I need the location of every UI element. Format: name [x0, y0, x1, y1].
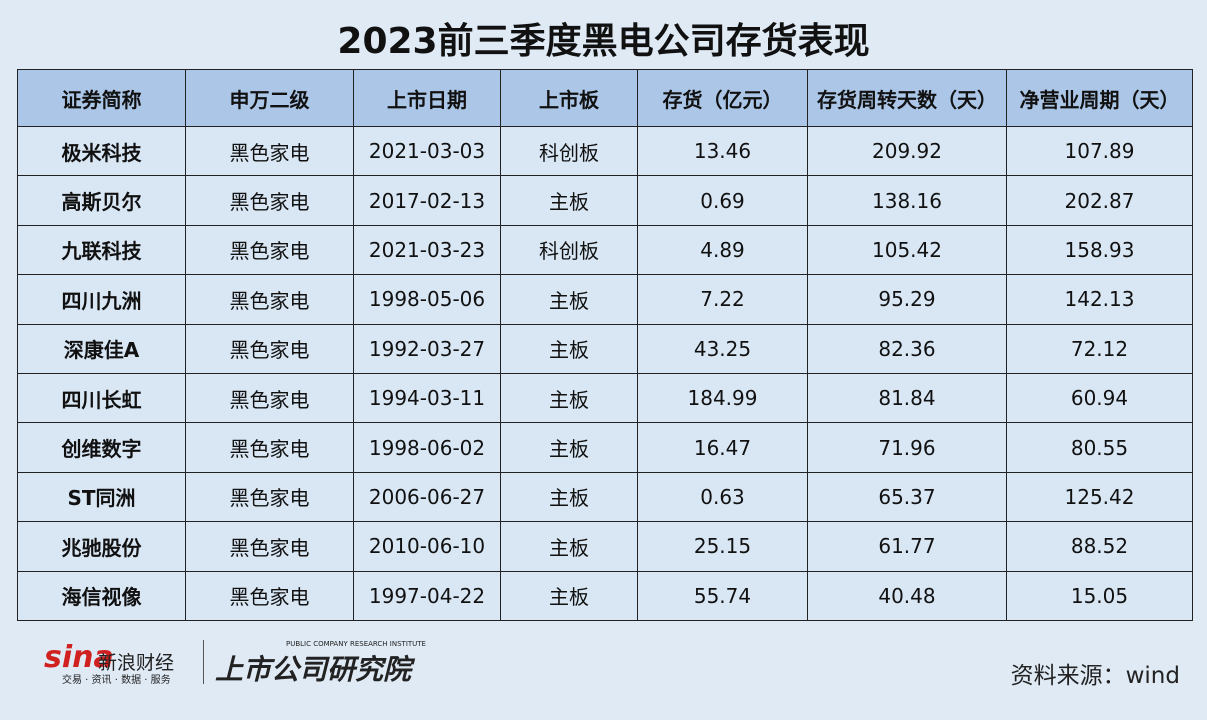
column-header: 净营业周期（天）: [1006, 69, 1193, 127]
table-cell: 81.84: [807, 372, 1007, 424]
table-cell: 科创板: [500, 125, 638, 177]
table-cell: 2006-06-27: [353, 471, 501, 523]
table-cell: 主板: [500, 323, 638, 374]
table-row: 创维数字 黑色家电 1998-06-02 主板 16.47 71.96 80.55: [17, 422, 1193, 473]
table-cell: 黑色家电: [185, 175, 354, 226]
table-cell: 1997-04-22: [353, 570, 501, 621]
title: 2023前三季度黑电公司存货表现: [337, 21, 870, 62]
table-row: 深康佳A 黑色家电 1992-03-27 主板 43.25 82.36 72.12: [17, 323, 1193, 374]
table-cell: 202.87: [1006, 175, 1193, 226]
table-cell: 1992-03-27: [353, 323, 501, 374]
table-cell: 四川长虹: [17, 372, 186, 424]
table-cell: 主板: [500, 570, 638, 621]
header-row: 证券简称 申万二级 上市日期 上市板 存货（亿元） 存货周转天数（天） 净营业周期（天）: [17, 69, 1193, 127]
table-cell: 2021-03-23: [353, 224, 501, 276]
table-cell: 125.42: [1006, 471, 1193, 523]
table-cell: 142.13: [1006, 274, 1193, 325]
table-body: 极米科技 黑色家电 2021-03-03 科创板 13.46 209.92 107.89 高斯…: [17, 125, 1193, 621]
sina-tagline: 交易 · 资讯 · 数据 · 服务: [62, 675, 171, 686]
table-cell: 13.46: [637, 125, 808, 177]
table-cell: 四川九洲: [17, 274, 186, 325]
table-cell: 82.36: [807, 323, 1007, 374]
column-header: 上市板: [500, 69, 638, 127]
column-header: 上市日期: [353, 69, 501, 127]
table-cell: 主板: [500, 274, 638, 325]
table-cell: 7.22: [637, 274, 808, 325]
table-cell: 158.93: [1006, 224, 1193, 276]
table-row: 兆驰股份 黑色家电 2010-06-10 主板 25.15 61.77 88.52: [17, 521, 1193, 572]
table-row: 海信视像 黑色家电 1997-04-22 主板 55.74 40.48 15.05: [17, 570, 1193, 621]
table-cell: 138.16: [807, 175, 1007, 226]
sina-logo: sina: [44, 640, 114, 675]
table-cell: 1994-03-11: [353, 372, 501, 424]
table-cell: 黑色家电: [185, 224, 354, 276]
column-header: 申万二级: [185, 69, 354, 127]
table-cell: 184.99: [637, 372, 808, 424]
column-header: 存货周转天数（天）: [807, 69, 1007, 127]
table-cell: 15.05: [1006, 570, 1193, 621]
table-cell: 1998-05-06: [353, 274, 501, 325]
table-cell: 兆驰股份: [17, 521, 186, 572]
table-cell: 95.29: [807, 274, 1007, 325]
table-cell: 创维数字: [17, 422, 186, 473]
table-cell: 4.89: [637, 224, 808, 276]
table-cell: 主板: [500, 521, 638, 572]
table-cell: 深康佳A: [17, 323, 186, 374]
table-cell: 九联科技: [17, 224, 186, 276]
source: 资料来源：wind: [1010, 663, 1180, 689]
institute-en: PUBLIC COMPANY RESEARCH INSTITUTE: [286, 640, 426, 648]
table-cell: 43.25: [637, 323, 808, 374]
table-cell: 1998-06-02: [353, 422, 501, 473]
column-header: 证券简称: [17, 69, 186, 127]
table-cell: 高斯贝尔: [17, 175, 186, 226]
sina-name: 新浪财经: [98, 652, 175, 674]
table-cell: 80.55: [1006, 422, 1193, 473]
table-cell: 0.69: [637, 175, 808, 226]
table-cell: 主板: [500, 471, 638, 523]
table-cell: 72.12: [1006, 323, 1193, 374]
table-cell: 40.48: [807, 570, 1007, 621]
table-row: ST同洲 黑色家电 2006-06-27 主板 0.63 65.37 125.42: [17, 471, 1193, 523]
table-cell: 黑色家电: [185, 570, 354, 621]
table-cell: 海信视像: [17, 570, 186, 621]
table-cell: 主板: [500, 422, 638, 473]
divider: [203, 640, 204, 684]
table-cell: 107.89: [1006, 125, 1193, 177]
table-cell: 105.42: [807, 224, 1007, 276]
table-row: 四川九洲 黑色家电 1998-05-06 主板 7.22 95.29 142.13: [17, 274, 1193, 325]
table-row: 四川长虹 黑色家电 1994-03-11 主板 184.99 81.84 60.94: [17, 372, 1193, 424]
table-cell: 黑色家电: [185, 372, 354, 424]
table-cell: 65.37: [807, 471, 1007, 523]
table-cell: ST同洲: [17, 471, 186, 523]
table-cell: 极米科技: [17, 125, 186, 177]
table-cell: 16.47: [637, 422, 808, 473]
table: 证券简称 申万二级 上市日期 上市板 存货（亿元） 存货周转天数（天） 净营业周期（天） 极…: [17, 69, 1193, 621]
table-cell: 主板: [500, 372, 638, 424]
table-cell: 0.63: [637, 471, 808, 523]
table-cell: 黑色家电: [185, 471, 354, 523]
table-cell: 2010-06-10: [353, 521, 501, 572]
table-cell: 主板: [500, 175, 638, 226]
table-cell: 88.52: [1006, 521, 1193, 572]
table-cell: 黑色家电: [185, 323, 354, 374]
table-row: 高斯贝尔 黑色家电 2017-02-13 主板 0.69 138.16 202.87: [17, 175, 1193, 226]
table-cell: 2021-03-03: [353, 125, 501, 177]
table-cell: 黑色家电: [185, 521, 354, 572]
table-cell: 黑色家电: [185, 274, 354, 325]
table-cell: 2017-02-13: [353, 175, 501, 226]
table-cell: 黑色家电: [185, 422, 354, 473]
table-row: 九联科技 黑色家电 2021-03-23 科创板 4.89 105.42 158.93: [17, 224, 1193, 276]
column-header: 存货（亿元）: [637, 69, 808, 127]
table-cell: 61.77: [807, 521, 1007, 572]
table-cell: 黑色家电: [185, 125, 354, 177]
institute: 上市公司研究院: [215, 653, 412, 686]
table-cell: 71.96: [807, 422, 1007, 473]
table-cell: 科创板: [500, 224, 638, 276]
table-cell: 60.94: [1006, 372, 1193, 424]
table-cell: 55.74: [637, 570, 808, 621]
table-row: 极米科技 黑色家电 2021-03-03 科创板 13.46 209.92 107.89: [17, 125, 1193, 177]
table-cell: 209.92: [807, 125, 1007, 177]
table-cell: 25.15: [637, 521, 808, 572]
